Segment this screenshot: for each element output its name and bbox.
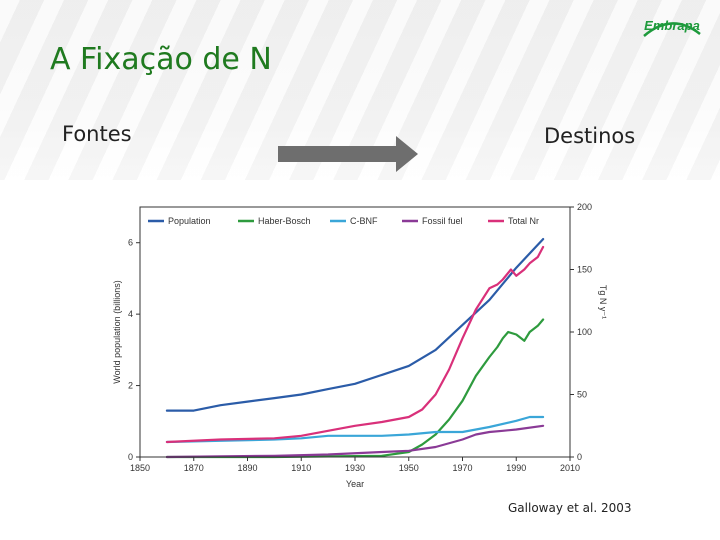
embrapa-logo: Embrapa [643,18,701,37]
y-right-axis-label: Tg N y⁻¹ [598,285,608,319]
x-tick-label: 1850 [130,463,150,473]
legend: Population Haber-Bosch C-BNF Fossil fuel Tot… [148,216,539,226]
x-tick-label: 1970 [452,463,472,473]
y-tick-label: 2 [128,381,133,391]
y-tick-label: 0 [128,452,133,462]
y-tick-label: 6 [128,238,133,248]
legend-label: Haber-Bosch [258,216,311,226]
series-line-population [165,237,545,412]
nitrogen-chart: 1850 1870 1890 1910 1930 1950 1970 1990 20100246… [112,202,608,489]
y-axis-label: World population (billions) [112,280,122,383]
series-line-fossil-fuel [165,424,545,459]
legend-label: Fossil fuel [422,216,463,226]
slide-background [0,0,720,180]
right-arrow-icon [278,136,418,172]
x-tick-label: 1910 [291,463,311,473]
y-right-tick-label: 50 [577,390,587,400]
y-tick-label: 4 [128,309,133,319]
x-tick-label: 1890 [237,463,257,473]
series-line-haber-bosch [165,318,545,459]
x-tick-label: 1950 [399,463,419,473]
series-line-total-nr [165,245,545,444]
y-right-tick-label: 200 [577,202,592,212]
y-right-tick-label: 150 [577,265,592,275]
x-tick-label: 1930 [345,463,365,473]
plot-frame [139,206,571,458]
legend-label: Population [168,216,211,226]
legend-label: C-BNF [350,216,378,226]
logo-text: Embrapa [644,18,700,33]
slide-title: A Fixação de N [50,42,272,77]
y-right-tick-label: 0 [577,452,582,462]
legend-label: Total Nr [508,216,539,226]
plot-area [165,237,545,459]
x-axis-label: Year [346,479,364,489]
destinations-label: Destinos [544,124,636,148]
y-right-tick-label: 100 [577,327,592,337]
series-line-c-bnf [165,415,545,444]
x-tick-label: 1990 [506,463,526,473]
axes: 1850 1870 1890 1910 1930 1950 1970 1990 20100246… [112,202,608,489]
citation: Galloway et al. 2003 [508,501,632,515]
sources-label: Fontes [62,122,132,146]
x-tick-label: 1870 [184,463,204,473]
x-tick-label: 2010 [560,463,580,473]
